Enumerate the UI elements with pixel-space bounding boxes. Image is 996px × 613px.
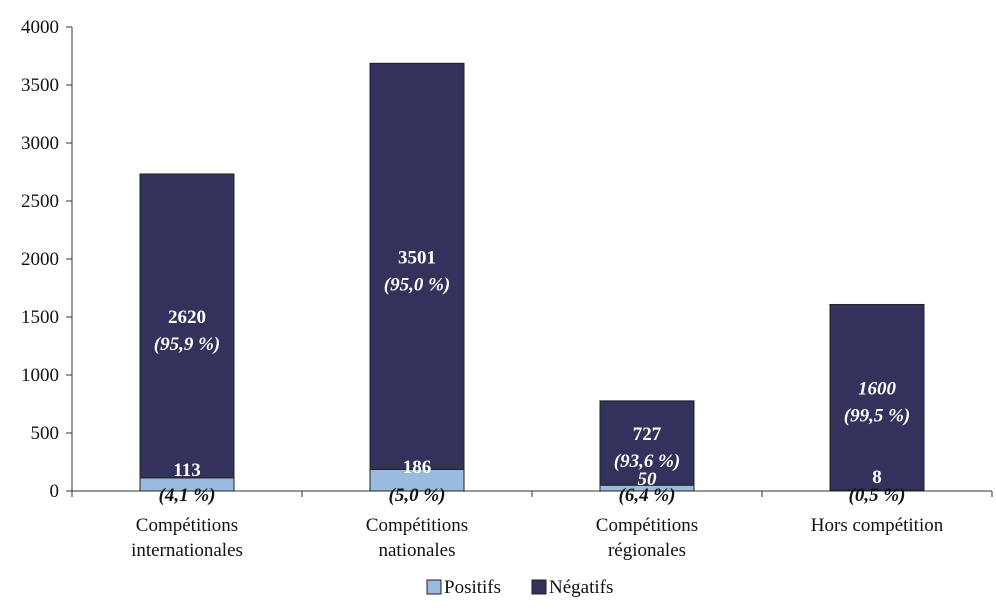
- legend-label-negatifs: Négatifs: [549, 577, 613, 598]
- data-label-negatifs-percent: (93,6 %): [614, 451, 680, 472]
- data-label-positifs-percent: (0,5 %): [849, 485, 906, 506]
- data-label-negatifs-value: 2620: [168, 307, 206, 328]
- y-tick-label: 2500: [21, 191, 59, 212]
- data-labels: 2620 (95,9 %) 113 (4,1 %) 3501 (95,0 %) 186 (5,…: [154, 247, 910, 506]
- axes: 0 500 1000 1500 2000 2500 3000 3500 4000 Compétit…: [21, 17, 993, 561]
- legend-swatch-negatifs: [531, 579, 547, 595]
- bars: [139, 62, 925, 492]
- x-category-label: Hors compétition: [811, 515, 944, 536]
- data-label-positifs-value: 50: [638, 469, 658, 490]
- legend: Positifs Négatifs: [426, 577, 613, 598]
- bar-negatifs: [599, 400, 695, 486]
- y-tick-label: 3500: [21, 75, 59, 96]
- bar-negatifs: [369, 62, 465, 470]
- y-tick-label: 0: [50, 481, 60, 502]
- data-label-negatifs-percent: (99,5 %): [844, 405, 910, 426]
- x-category-label: Compétitions: [366, 515, 468, 536]
- y-tick-label: 1500: [21, 307, 59, 328]
- y-tick-label: 3000: [21, 133, 59, 154]
- data-label-positifs-value: 186: [403, 457, 432, 478]
- data-label-positifs-value: 113: [173, 460, 200, 481]
- y-tick-label: 500: [31, 423, 60, 444]
- x-category-label: régionales: [608, 540, 686, 561]
- y-tick-label: 4000: [21, 17, 59, 38]
- data-label-negatifs-percent: (95,9 %): [154, 334, 220, 355]
- data-label-negatifs-percent: (95,0 %): [384, 274, 450, 295]
- data-label-positifs-value: 8: [872, 467, 882, 488]
- data-label-negatifs-value: 727: [633, 424, 662, 445]
- legend-label-positifs: Positifs: [444, 577, 501, 598]
- data-label-positifs-percent: (6,4 %): [619, 485, 676, 506]
- x-category-label: Compétitions: [136, 515, 238, 536]
- data-label-positifs-percent: (4,1 %): [159, 485, 216, 506]
- x-category-label: internationales: [131, 540, 243, 561]
- y-tick-label: 1000: [21, 365, 59, 386]
- data-label-negatifs-value: 3501: [398, 247, 436, 268]
- data-label-negatifs-value: 1600: [858, 378, 897, 399]
- legend-swatch-positifs: [426, 579, 442, 595]
- bar-negatifs: [139, 173, 235, 479]
- data-label-positifs-percent: (5,0 %): [389, 485, 446, 506]
- x-category-label: nationales: [378, 540, 455, 561]
- bar-negatifs: [829, 303, 925, 491]
- x-category-label: Compétitions: [596, 515, 698, 536]
- y-tick-label: 2000: [21, 249, 59, 270]
